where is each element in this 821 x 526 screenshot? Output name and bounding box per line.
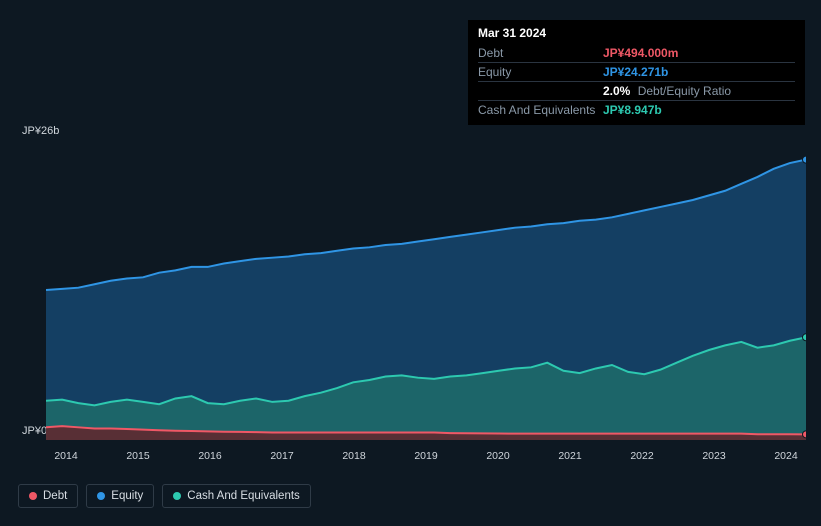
cash-endpoint-dot [803, 334, 807, 341]
y-axis-max-label: JP¥26b [22, 125, 59, 137]
x-axis-tick: 2022 [630, 450, 653, 462]
tooltip-row-value: 2.0% Debt/Equity Ratio [603, 82, 795, 101]
tooltip-row: EquityJP¥24.271b [478, 63, 795, 82]
x-axis: 2014 2015 2016 2017 2018 2019 2020 2021 2022 2023… [46, 450, 806, 464]
legend-item-equity[interactable]: Equity [86, 484, 154, 508]
tooltip-date: Mar 31 2024 [478, 26, 795, 40]
tooltip-row-value: JP¥24.271b [603, 63, 795, 82]
x-axis-tick: 2015 [126, 450, 149, 462]
x-axis-tick: 2017 [270, 450, 293, 462]
tooltip-table: DebtJP¥494.000mEquityJP¥24.271b2.0% Debt… [478, 44, 795, 119]
x-axis-tick: 2021 [558, 450, 581, 462]
financials-area-chart [46, 140, 806, 440]
legend-label: Debt [43, 490, 67, 502]
chart-tooltip: Mar 31 2024 DebtJP¥494.000mEquityJP¥24.2… [468, 20, 805, 125]
tooltip-row: 2.0% Debt/Equity Ratio [478, 82, 795, 101]
tooltip-row-label: Cash And Equivalents [478, 101, 603, 120]
tooltip-row-label [478, 82, 603, 101]
x-axis-tick: 2024 [774, 450, 797, 462]
x-axis-tick: 2020 [486, 450, 509, 462]
tooltip-row-label: Debt [478, 44, 603, 63]
tooltip-row-label: Equity [478, 63, 603, 82]
tooltip-row: DebtJP¥494.000m [478, 44, 795, 63]
tooltip-row-value: JP¥8.947b [603, 101, 795, 120]
x-axis-tick: 2014 [54, 450, 77, 462]
y-axis-min-label: JP¥0 [22, 425, 47, 437]
x-axis-tick: 2018 [342, 450, 365, 462]
legend-label: Cash And Equivalents [187, 490, 300, 502]
legend-dot-icon [97, 492, 105, 500]
legend-dot-icon [29, 492, 37, 500]
tooltip-row-value: JP¥494.000m [603, 44, 795, 63]
x-axis-tick: 2019 [414, 450, 437, 462]
legend-dot-icon [173, 492, 181, 500]
chart-legend: Debt Equity Cash And Equivalents [18, 484, 311, 508]
equity-endpoint-dot [803, 156, 807, 163]
debt-endpoint-dot [803, 431, 807, 438]
x-axis-tick: 2016 [198, 450, 221, 462]
tooltip-row: Cash And EquivalentsJP¥8.947b [478, 101, 795, 120]
legend-item-cash-and-equivalents[interactable]: Cash And Equivalents [162, 484, 311, 508]
legend-item-debt[interactable]: Debt [18, 484, 78, 508]
legend-label: Equity [111, 490, 143, 502]
x-axis-tick: 2023 [702, 450, 725, 462]
